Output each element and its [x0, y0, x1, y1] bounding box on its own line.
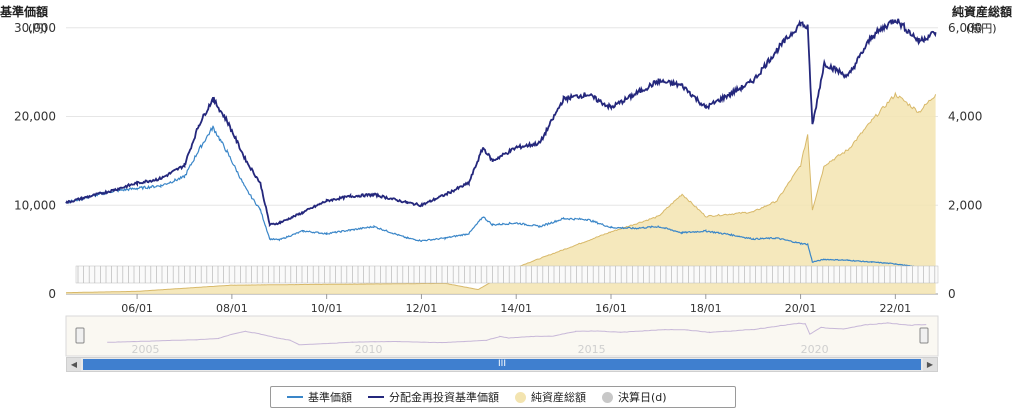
- tick-layer: 0 10,000 20,000 30,000 0 2,000 4,000 6,000 06/01…: [14, 21, 982, 315]
- navigator-handle[interactable]: [919, 327, 929, 344]
- legend-dot-icon: [515, 391, 526, 403]
- legend-label: 純資産総額: [531, 391, 586, 404]
- x-tick-label: 16/01: [595, 302, 627, 315]
- navigator-year-label: 2010: [355, 343, 383, 356]
- range-navigator[interactable]: 2005 2010 2015 2020: [65, 315, 939, 357]
- navigator-year-label: 2005: [132, 343, 160, 356]
- navigator-background: [65, 315, 939, 357]
- x-tick-label: 14/01: [500, 302, 532, 315]
- left-tick-label: 30,000: [14, 21, 56, 35]
- left-tick-label: 0: [48, 287, 56, 301]
- x-tick-label: 18/01: [690, 302, 722, 315]
- reinvested-price-line: [65, 18, 937, 228]
- settlement-date-band: [75, 265, 939, 284]
- legend-dot-icon: [602, 391, 613, 403]
- legend-item-nav-price[interactable]: 基準価額: [287, 389, 352, 405]
- legend-item-net-assets[interactable]: 純資産総額: [515, 389, 586, 405]
- chart-legend: 基準価額 分配金再投資基準価額 純資産総額 決算日(d): [270, 386, 736, 408]
- scroll-right-arrow-icon[interactable]: ▶: [923, 358, 937, 371]
- x-tick-label: 10/01: [311, 302, 343, 315]
- left-axis-title: 基準価額: [0, 5, 49, 19]
- navigator-series-line: [107, 322, 927, 346]
- x-tick-label: 08/01: [216, 302, 248, 315]
- dividend-date-band: [75, 265, 939, 284]
- right-tick-label: 2,000: [948, 198, 982, 212]
- scrollbar-thumb[interactable]: III: [83, 359, 921, 370]
- x-tick-label: 22/01: [879, 302, 911, 315]
- navigator-handle[interactable]: [75, 327, 85, 344]
- net-assets-area: [66, 93, 936, 294]
- x-tick-label: 20/01: [785, 302, 817, 315]
- legend-label: 分配金再投資基準価額: [389, 391, 499, 404]
- x-tick-label: 06/01: [121, 302, 153, 315]
- legend-line-icon: [368, 396, 384, 398]
- navigator-scrollbar[interactable]: ◀ III ▶: [66, 357, 938, 372]
- navigator-year-label: 2015: [578, 343, 606, 356]
- legend-label: 決算日(d): [618, 391, 667, 404]
- left-axis-unit: (円): [28, 22, 48, 35]
- line-layer: [65, 18, 937, 271]
- right-tick-label: 6,000: [948, 21, 982, 35]
- nav-area-layer: [65, 91, 937, 294]
- right-axis-title: 純資産総額: [952, 5, 1013, 19]
- legend-item-settlement-date[interactable]: 決算日(d): [602, 389, 667, 405]
- left-tick-label: 10,000: [14, 198, 56, 212]
- nav-price-line: [65, 125, 936, 271]
- legend-item-reinvested-price[interactable]: 分配金再投資基準価額: [368, 389, 499, 405]
- right-tick-label: 0: [948, 287, 956, 301]
- scroll-left-arrow-icon[interactable]: ◀: [67, 358, 81, 371]
- right-axis-unit: (億円): [966, 22, 997, 35]
- x-tick-label: 12/01: [406, 302, 438, 315]
- left-tick-label: 20,000: [14, 110, 56, 124]
- legend-line-icon: [287, 396, 303, 398]
- legend-label: 基準価額: [308, 391, 352, 404]
- right-tick-label: 4,000: [948, 110, 982, 124]
- navigator-year-label: 2020: [801, 343, 829, 356]
